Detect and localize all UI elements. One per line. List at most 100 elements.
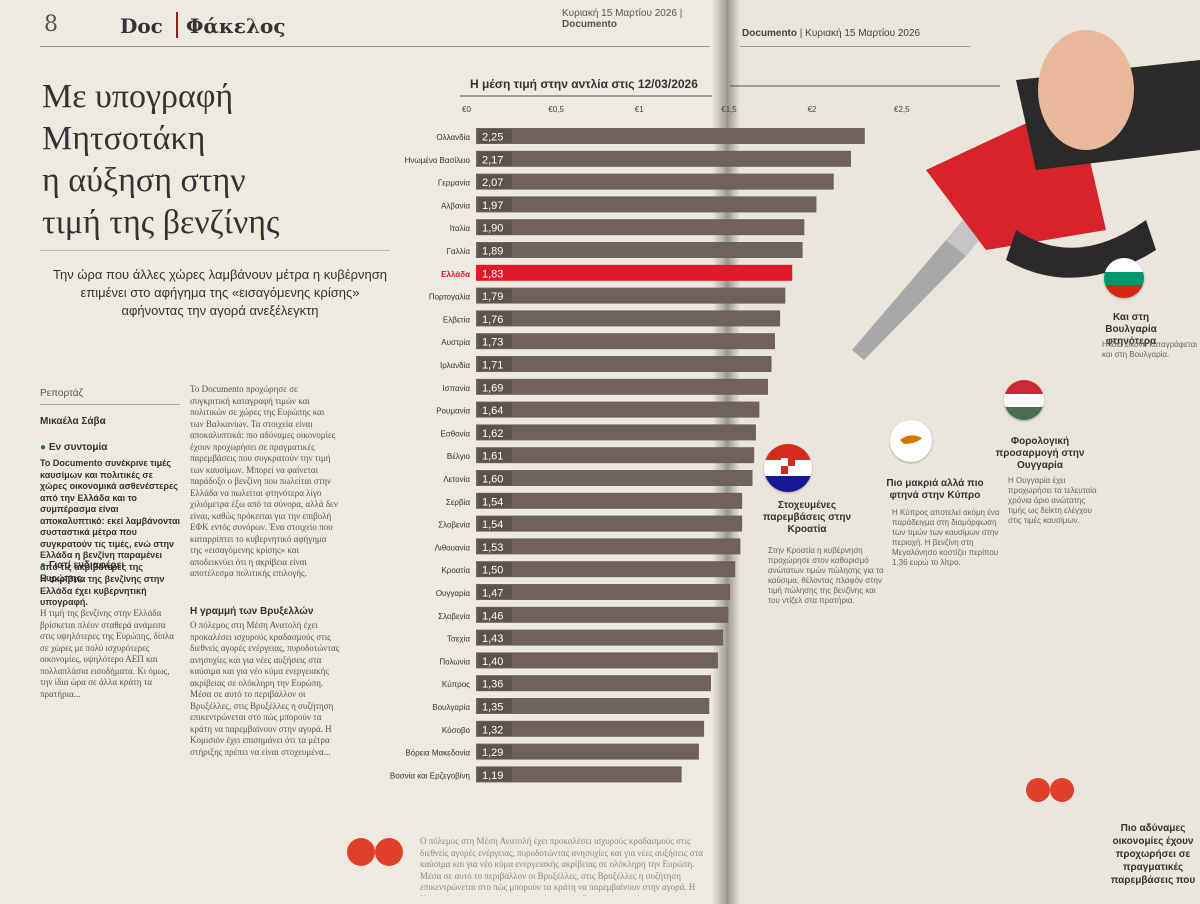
bar — [476, 356, 772, 372]
brand-left-header: Documento — [562, 19, 617, 30]
section-name: Φάκελος — [186, 14, 286, 38]
value-label: 1,60 — [482, 474, 503, 486]
value-label-bg — [478, 151, 512, 166]
category-label: Ολλανδία — [436, 133, 470, 142]
value-label-bg — [478, 539, 512, 554]
x-tick-label: €1,5 — [721, 105, 737, 114]
value-label-bg — [478, 220, 512, 235]
value-label-bg — [478, 676, 512, 691]
column-2-text: Το Documento προχώρησε σε συγκριτική κατ… — [190, 384, 338, 578]
category-label: Ιταλία — [450, 224, 471, 233]
bar — [476, 538, 741, 555]
bar — [476, 401, 760, 418]
right-header-rule — [740, 46, 970, 47]
card-bulgaria-title: Και στη Βουλγαρία φτηνότερα — [1105, 312, 1157, 347]
why-title-text: Γιατί ενδιαφέρει — [48, 560, 125, 571]
value-label: 2,07 — [482, 177, 503, 189]
value-label-bg — [478, 653, 512, 668]
bar — [476, 675, 712, 692]
date-left: Κυριακή 15 Μαρτίου 2026 — [562, 8, 677, 19]
bar — [476, 492, 743, 509]
value-label: 1,89 — [482, 246, 503, 258]
bottom-text: Ο πόλεμος στη Μέση Ανατολή έχει προκαλέσ… — [420, 836, 703, 896]
category-label: Βοσνία και Ερζεγοβίνη — [390, 771, 470, 780]
bar — [476, 219, 805, 236]
bullet-icon: ● — [40, 442, 47, 453]
bar — [476, 470, 753, 486]
value-label-bg — [478, 607, 512, 622]
value-label-bg — [478, 585, 512, 599]
card-bulgaria-text: Η ίδια εικόνα καταγράφεται και στη Βουλγ… — [1102, 340, 1197, 359]
bar — [476, 766, 682, 783]
byline-label: Ρεπορτάζ — [40, 388, 83, 399]
date-right: Κυριακή 15 Μαρτίου 2026 — [805, 28, 921, 39]
bar — [476, 447, 755, 464]
bar — [476, 743, 699, 760]
x-tick-label: €1 — [635, 105, 644, 114]
brief-title: ● Εν συντομία — [40, 442, 107, 453]
category-label: Πολωνία — [439, 657, 470, 666]
category-label: Εσθονία — [440, 429, 470, 438]
value-label-bg — [478, 311, 512, 326]
value-label: 1,76 — [482, 314, 503, 326]
value-label: 1,53 — [482, 542, 503, 554]
right-header: Documento | Κυριακή 15 Μαρτίου 2026 — [742, 28, 921, 39]
category-label: Αλβανία — [441, 201, 470, 210]
category-label: Βουλγαρία — [432, 703, 470, 712]
value-label-bg — [478, 767, 512, 782]
bar — [476, 720, 705, 737]
header-rule — [40, 46, 710, 47]
bar — [476, 606, 729, 623]
value-label: 1,73 — [482, 337, 503, 349]
category-label: Κύπρος — [442, 680, 470, 689]
byline-name: Μικαέλα Σάβα — [40, 416, 106, 427]
category-label: Ρουμανία — [436, 407, 470, 416]
croatia-flag-icon — [764, 444, 812, 492]
value-label-bg — [478, 562, 512, 577]
bar — [476, 173, 834, 190]
value-label-bg — [478, 197, 512, 212]
value-label: 1,19 — [482, 770, 503, 782]
value-label-bg — [478, 471, 512, 485]
value-label: 1,50 — [482, 565, 503, 577]
category-label: Ηνωμένο Βασίλειο — [405, 156, 471, 165]
value-label: 1,83 — [482, 268, 503, 280]
value-label-bg — [478, 493, 512, 508]
why-title: ● Γιατί ενδιαφέρει — [40, 560, 124, 571]
brand-right-header: Documento — [742, 28, 797, 39]
card-croatia-text: Στην Κροατία η κυβέρνηση προχώρησε στον … — [768, 546, 884, 605]
fuel-nozzle-illustration — [816, 20, 1200, 380]
byline-rule — [40, 404, 180, 405]
bar — [476, 287, 786, 304]
category-label: Γερμανία — [438, 179, 471, 188]
value-label-bg — [478, 243, 512, 257]
category-label: Πορτογαλία — [429, 293, 471, 302]
bullet-icon: ● — [40, 560, 47, 571]
pull-quote: Πιο αδύναμες οικονομίες έχουν προχωρήσει… — [1110, 823, 1196, 886]
column-1-text: Η τιμή της βενζίνης στην Ελλάδα βρίσκετα… — [40, 608, 174, 699]
category-label: Σλοβενία — [438, 521, 470, 530]
bar — [476, 310, 781, 327]
bulgaria-flag-icon — [1104, 258, 1144, 298]
category-label: Γαλλία — [447, 247, 471, 256]
category-label: Σερβία — [446, 498, 470, 507]
value-label: 1,97 — [482, 200, 503, 212]
card-cyprus-text: Η Κύπρος αποτελεί ακόμη ένα παράδειγμα σ… — [892, 508, 1000, 567]
value-label-bg — [478, 357, 512, 371]
quote-mark-right-icon — [1024, 770, 1076, 806]
value-label: 1,40 — [482, 656, 503, 668]
value-label: 1,36 — [482, 679, 503, 691]
bar — [476, 584, 731, 600]
x-tick-label: €2 — [808, 105, 817, 114]
column-2b-text: Ο πόλεμος στη Μέση Ανατολή έχει προκαλέσ… — [190, 620, 340, 757]
value-label-bg — [478, 174, 512, 189]
value-label-bg — [478, 630, 512, 645]
value-label: 2,25 — [482, 132, 503, 144]
category-label: Ελλάδα — [441, 270, 470, 279]
section-heading: Η γραμμή των Βρυξελλών — [190, 606, 314, 617]
value-label-bg — [478, 516, 512, 531]
category-label: Ελβετία — [443, 315, 470, 324]
category-label: Λετονία — [443, 475, 470, 484]
